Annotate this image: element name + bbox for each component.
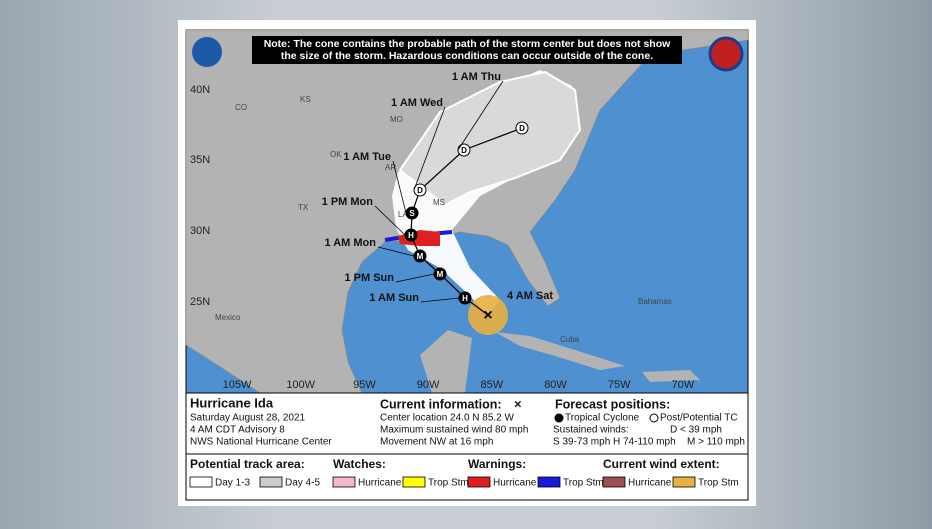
nws-logo [708,36,744,72]
cuba [495,332,625,370]
forecast-line: S 39-73 mph [553,437,610,448]
info-line: 4 AM CDT Advisory 8 [190,425,285,436]
place-label: AR [385,163,396,172]
leader-line [420,297,460,303]
forecast-letter: D [519,124,525,133]
legend-swatch [467,476,491,488]
legend-swatch [602,476,626,488]
legend-title: Warnings: [468,457,526,471]
cone-day4-5 [398,70,582,207]
legend-swatch [332,476,356,488]
forecast-letter: S [409,209,415,218]
time-label: 1 PM Sun [344,272,394,284]
info-line: Saturday August 28, 2021 [190,413,306,424]
legend-title: Current wind extent: [603,457,720,471]
forecast-letter: H [408,231,414,240]
lat-label: 25N [190,296,210,308]
time-label: 1 AM Mon [324,237,376,249]
lon-label: 90W [417,379,440,391]
legend-item: Trop Stm [698,478,739,489]
legend-box [185,392,749,501]
legend-title: Potential track area: [190,457,305,471]
hispaniola [642,370,700,382]
place-label: Bahamas [638,297,672,306]
info-line: NWS National Hurricane Center [190,437,332,448]
place-label: LA [398,210,408,219]
place-label: CO [235,103,247,112]
legend-item: Hurricane [358,478,402,489]
lat-label: 35N [190,154,210,166]
current-line: Maximum sustained wind 80 mph [380,425,528,436]
legend-title: Watches: [333,457,386,471]
legend-item: Day 4-5 [285,478,320,489]
forecast-letter: H [462,294,468,303]
time-label: 1 AM Tue [343,151,391,163]
ptc-icon [649,413,659,423]
leader-line [374,205,406,236]
forecast-line: Tropical Cyclone [565,413,640,424]
forecast-letter: M [437,270,444,279]
forecast-marker [515,121,529,135]
current-position: × [483,307,492,324]
legend-swatch [402,476,426,488]
leader-line [377,246,415,257]
place-label: MS [433,198,445,207]
legend-swatch [537,476,561,488]
forecast-letter: M [417,252,424,261]
place-label: Cuba [560,335,580,344]
tc-icon [554,413,564,423]
forecast-line: Post/Potential TC [660,413,738,424]
legend-item: Trop Stm [428,478,469,489]
current-line: Movement NW at 16 mph [380,437,493,448]
note-line: Note: The cone contains the probable pat… [264,38,671,50]
lon-label: 75W [608,379,631,391]
note-box [252,36,682,64]
legend-item: Day 1-3 [215,478,250,489]
place-label: Mexico [215,313,241,322]
place-label: OK [330,150,342,159]
current-title: Current information: [380,397,502,411]
legend-item: Trop Stm [563,478,604,489]
note-line: the size of the storm. Hazardous conditi… [281,50,653,62]
noaa-logo [192,37,222,67]
place-label: KS [300,95,311,104]
time-label: 4 AM Sat [507,290,553,302]
forecast-line: Sustained winds: [553,425,629,436]
time-label: 1 PM Mon [322,196,374,208]
yucatan [420,330,472,393]
legend-swatch [672,476,696,488]
place-label: TX [298,203,309,212]
forecast-line: D < 39 mph [670,425,722,436]
lat-label: 30N [190,225,210,237]
leader-line [413,106,446,191]
lon-label: 70W [672,379,695,391]
time-label: 1 AM Wed [391,97,443,109]
lon-label: 100W [286,379,315,391]
lon-label: 95W [353,379,376,391]
forecast-line: M > 110 mph [687,437,745,448]
legend-item: Hurricane [493,478,537,489]
current-symbol: × [514,396,522,411]
forecast-line: H 74-110 mph [613,437,676,448]
leader-line [395,273,435,283]
time-label: 1 AM Sun [369,292,419,304]
leader-line [392,160,407,214]
lon-label: 80W [544,379,567,391]
leader-line [457,80,504,151]
time-label: 1 AM Thu [452,71,501,83]
forecast-title: Forecast positions: [555,397,670,411]
legend-item: Hurricane [628,478,672,489]
forecast-letter: D [461,146,467,155]
place-label: MO [390,115,403,124]
lon-label: 105W [223,379,252,391]
storm-name: Hurricane Ida [190,395,274,410]
forecast-letter: D [417,186,423,195]
lat-label: 40N [190,84,210,96]
legend-swatch [189,476,213,488]
lon-label: 85W [480,379,503,391]
current-line: Center location 24.0 N 85.2 W [380,413,515,424]
legend-swatch [259,476,283,488]
